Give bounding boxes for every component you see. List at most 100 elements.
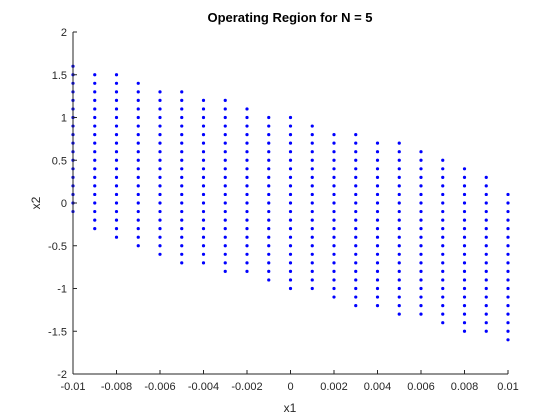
data-point: [114, 124, 119, 128]
data-point: [201, 209, 206, 214]
data-point: [180, 235, 184, 239]
data-point: [180, 167, 184, 171]
data-point: [462, 312, 467, 316]
data-point: [267, 167, 271, 171]
data-point: [136, 235, 140, 239]
data-point: [223, 192, 227, 197]
data-point: [332, 269, 336, 273]
data-point: [114, 115, 119, 120]
data-point: [180, 107, 184, 111]
data-point: [180, 201, 184, 205]
data-point: [223, 227, 227, 231]
data-point: [114, 107, 119, 111]
data-point: [114, 218, 119, 222]
data-point: [114, 175, 119, 179]
data-point: [462, 192, 467, 197]
data-point: [93, 167, 97, 171]
data-point: [419, 167, 423, 171]
data-point: [397, 218, 401, 222]
y-tick-label: -1.5: [48, 326, 67, 338]
data-point: [267, 133, 271, 137]
data-point: [223, 244, 227, 248]
data-point: [484, 321, 488, 325]
data-point: [201, 192, 206, 197]
data-point: [180, 124, 184, 128]
data-point: [223, 235, 227, 239]
data-point: [93, 141, 97, 145]
data-point: [419, 184, 423, 188]
data-point: [201, 235, 206, 239]
data-point: [288, 167, 293, 171]
data-point: [441, 235, 445, 239]
data-point: [310, 235, 314, 239]
data-point: [506, 235, 510, 239]
data-point: [310, 252, 314, 256]
data-point: [267, 278, 271, 282]
data-point: [375, 150, 380, 154]
data-point: [310, 209, 314, 214]
data-point: [180, 141, 184, 145]
data-point: [375, 269, 380, 273]
data-point: [354, 227, 358, 231]
data-point: [441, 244, 445, 248]
data-point: [375, 158, 380, 162]
data-point: [288, 235, 293, 239]
data-point: [506, 295, 510, 299]
data-point: [506, 312, 510, 316]
data-point: [441, 252, 445, 256]
data-point: [223, 252, 227, 256]
data-point: [506, 244, 510, 248]
data-point: [114, 141, 119, 145]
data-point: [506, 329, 510, 333]
y-tick-label: 0: [61, 198, 67, 210]
data-point: [397, 192, 401, 197]
data-point: [93, 124, 97, 128]
data-point: [506, 218, 510, 222]
data-point: [419, 244, 423, 248]
data-point: [310, 124, 314, 128]
data-point: [354, 286, 358, 291]
data-point: [93, 81, 97, 85]
data-point: [332, 167, 336, 171]
data-point: [180, 184, 184, 188]
data-point: [288, 175, 293, 179]
data-point: [484, 227, 488, 231]
data-point: [332, 175, 336, 179]
data-point: [375, 175, 380, 179]
data-point: [114, 158, 119, 162]
data-point: [354, 244, 358, 248]
data-point: [462, 329, 467, 333]
data-point: [462, 201, 467, 205]
data-point: [332, 184, 336, 188]
data-point: [288, 252, 293, 256]
data-point: [375, 235, 380, 239]
data-point: [93, 90, 97, 94]
data-point: [419, 218, 423, 222]
data-point: [158, 133, 162, 137]
data-point: [136, 218, 140, 222]
data-point: [354, 150, 358, 154]
data-point: [223, 124, 227, 128]
data-point: [441, 209, 445, 214]
data-point: [484, 261, 488, 265]
x-tick-label: 0.008: [451, 381, 479, 393]
data-point: [136, 227, 140, 231]
data-point: [158, 209, 162, 214]
data-point: [245, 158, 249, 162]
data-point: [506, 201, 510, 205]
data-point: [93, 175, 97, 179]
data-point: [136, 184, 140, 188]
data-point: [114, 184, 119, 188]
data-point: [180, 133, 184, 137]
y-axis-label: x2: [29, 196, 43, 209]
data-point: [375, 167, 380, 171]
data-point: [245, 184, 249, 188]
data-point: [354, 141, 358, 145]
data-point: [288, 227, 293, 231]
data-point: [223, 261, 227, 265]
data-point: [201, 150, 206, 154]
data-point: [375, 244, 380, 248]
data-point: [114, 167, 119, 171]
data-point: [484, 252, 488, 256]
data-point: [245, 150, 249, 154]
